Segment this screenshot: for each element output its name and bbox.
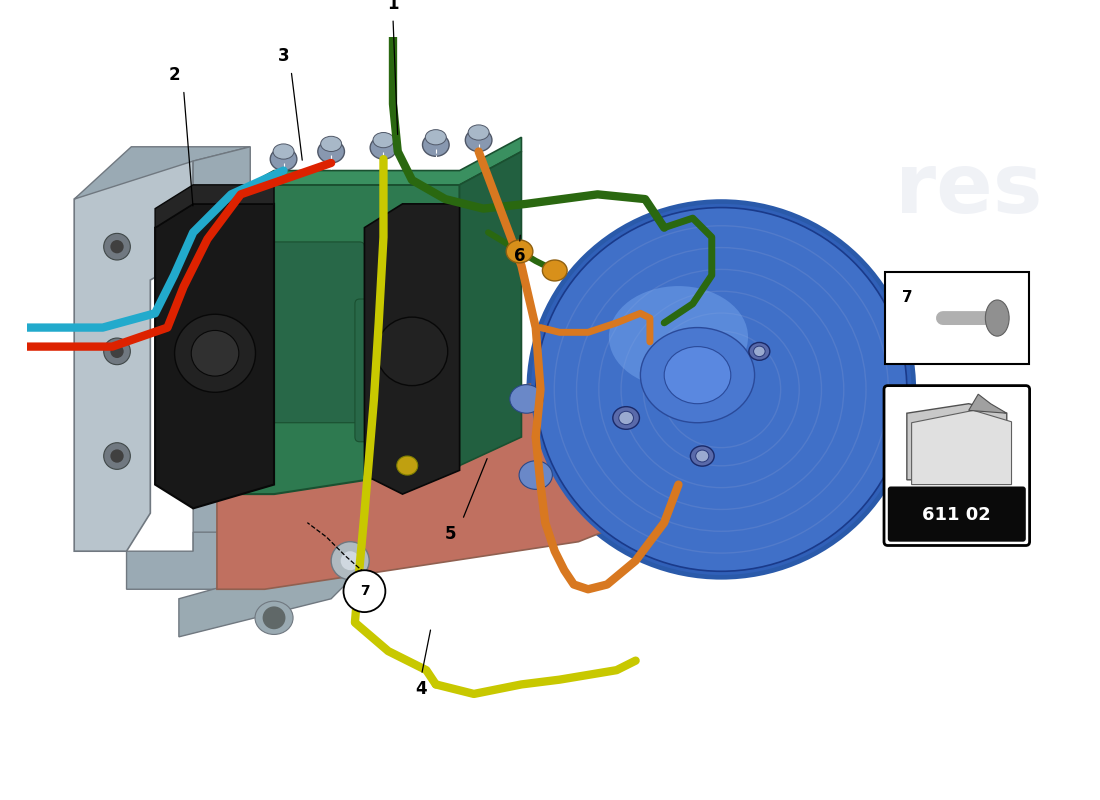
Polygon shape	[217, 375, 626, 485]
Text: automotive parts since 1985: automotive parts since 1985	[586, 373, 856, 540]
FancyBboxPatch shape	[355, 299, 441, 442]
Ellipse shape	[191, 330, 239, 376]
Ellipse shape	[318, 140, 344, 163]
Polygon shape	[231, 185, 460, 494]
Polygon shape	[969, 394, 1006, 414]
Ellipse shape	[695, 450, 708, 462]
Ellipse shape	[619, 411, 634, 425]
Ellipse shape	[640, 327, 755, 422]
Ellipse shape	[175, 314, 255, 392]
Polygon shape	[217, 399, 626, 590]
Ellipse shape	[469, 125, 490, 140]
Ellipse shape	[255, 601, 293, 634]
Ellipse shape	[509, 385, 543, 414]
Ellipse shape	[370, 136, 397, 159]
Text: 5: 5	[444, 525, 455, 543]
Ellipse shape	[609, 286, 748, 388]
FancyBboxPatch shape	[888, 486, 1026, 542]
Ellipse shape	[376, 317, 448, 386]
Circle shape	[103, 234, 130, 260]
Ellipse shape	[691, 446, 714, 466]
Ellipse shape	[544, 218, 898, 561]
Ellipse shape	[422, 134, 449, 156]
Polygon shape	[74, 161, 194, 551]
Text: 3: 3	[277, 47, 289, 66]
Ellipse shape	[426, 130, 447, 145]
Circle shape	[263, 606, 286, 630]
Polygon shape	[912, 410, 1012, 485]
Ellipse shape	[536, 207, 906, 571]
Circle shape	[110, 240, 123, 254]
Polygon shape	[460, 151, 521, 466]
Circle shape	[110, 450, 123, 462]
Text: 4: 4	[416, 680, 427, 698]
Ellipse shape	[465, 129, 492, 151]
Ellipse shape	[506, 240, 532, 263]
Ellipse shape	[527, 199, 916, 580]
Circle shape	[110, 345, 123, 358]
Ellipse shape	[273, 144, 294, 159]
Ellipse shape	[749, 342, 770, 360]
Circle shape	[331, 542, 370, 580]
Ellipse shape	[271, 148, 297, 170]
Circle shape	[103, 338, 130, 365]
Polygon shape	[126, 532, 350, 590]
Text: 611 02: 611 02	[923, 506, 991, 524]
FancyBboxPatch shape	[241, 242, 364, 422]
Ellipse shape	[519, 461, 552, 490]
FancyBboxPatch shape	[884, 386, 1030, 546]
Polygon shape	[155, 185, 274, 228]
Ellipse shape	[542, 260, 568, 281]
Ellipse shape	[321, 136, 342, 151]
Polygon shape	[155, 204, 274, 508]
Polygon shape	[194, 146, 250, 551]
Circle shape	[341, 551, 360, 570]
Ellipse shape	[986, 300, 1009, 336]
Text: 1: 1	[387, 0, 398, 13]
Circle shape	[103, 442, 130, 470]
Text: 2: 2	[168, 66, 180, 85]
Polygon shape	[74, 146, 250, 199]
Polygon shape	[231, 138, 521, 209]
Ellipse shape	[397, 456, 418, 475]
Text: 7: 7	[360, 584, 370, 598]
Ellipse shape	[613, 406, 639, 430]
FancyBboxPatch shape	[886, 272, 1028, 364]
Text: 6: 6	[514, 247, 526, 266]
Text: lamborghini: lamborghini	[596, 315, 790, 444]
Text: 7: 7	[902, 290, 913, 305]
Ellipse shape	[754, 346, 766, 357]
Ellipse shape	[531, 204, 912, 575]
Ellipse shape	[664, 346, 730, 404]
Circle shape	[343, 570, 385, 612]
Text: res: res	[895, 149, 1043, 230]
Ellipse shape	[373, 133, 394, 148]
Polygon shape	[179, 551, 350, 637]
Polygon shape	[364, 204, 460, 494]
Polygon shape	[906, 404, 1007, 480]
Ellipse shape	[536, 209, 906, 570]
